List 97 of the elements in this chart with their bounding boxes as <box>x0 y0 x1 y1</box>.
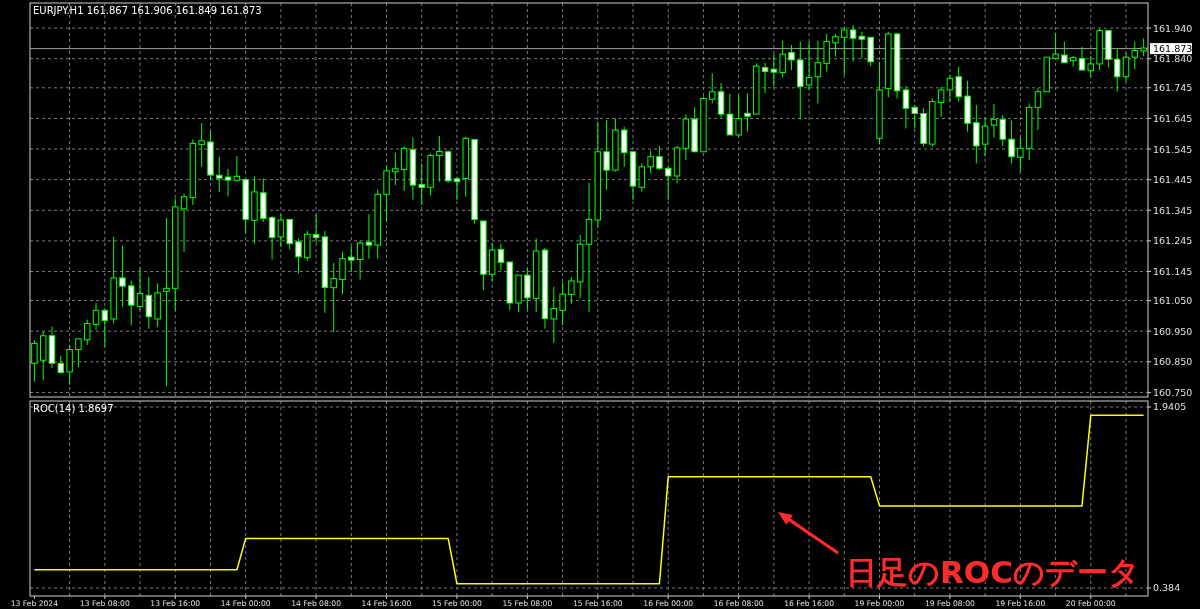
candlestick <box>603 119 610 191</box>
candlestick <box>797 41 804 120</box>
candlestick <box>374 188 381 260</box>
candlestick <box>761 62 769 94</box>
candlestick <box>717 82 725 118</box>
candlestick <box>937 86 945 118</box>
candlestick <box>216 156 223 193</box>
candlestick <box>946 74 954 103</box>
candlestick <box>805 41 813 91</box>
candlestick <box>409 136 417 201</box>
candlestick <box>233 155 241 183</box>
candlestick <box>629 151 637 201</box>
candlestick <box>673 145 681 184</box>
candlestick <box>1034 87 1042 131</box>
y-tick-label: 161.245 <box>1153 235 1193 247</box>
candlestick <box>365 213 373 260</box>
candlestick <box>436 135 443 183</box>
y-tick-label: 161.345 <box>1153 204 1193 216</box>
candlestick <box>893 33 901 100</box>
candlestick <box>31 339 38 383</box>
candlestick <box>92 302 100 331</box>
candlestick <box>312 213 320 243</box>
candlestick <box>770 53 778 88</box>
candlestick <box>136 267 144 311</box>
candlestick <box>268 215 276 261</box>
candlestick <box>902 85 910 130</box>
candlestick <box>973 104 980 164</box>
candlestick <box>119 244 126 308</box>
candlestick <box>295 237 302 275</box>
candlestick <box>1113 48 1121 93</box>
candlestick <box>251 175 258 245</box>
candlestick <box>559 282 566 326</box>
candlestick <box>330 262 337 333</box>
y-tick-label: 0.384 <box>1153 582 1181 594</box>
candlestick <box>814 40 822 104</box>
ref-line-label: 161.873 <box>1153 43 1193 55</box>
candlestick <box>356 240 364 280</box>
candlestick <box>260 177 267 223</box>
y-tick-label: 161.645 <box>1153 112 1193 124</box>
candlestick <box>163 217 170 387</box>
candlestick <box>497 243 505 271</box>
candlestick <box>242 179 249 235</box>
y-tick-label: 161.445 <box>1153 174 1193 186</box>
candlestick <box>1052 32 1059 59</box>
candlestick <box>444 149 452 184</box>
candlestick <box>638 162 646 193</box>
candlestick <box>920 107 927 148</box>
y-tick-label: 160.950 <box>1153 325 1193 337</box>
candlestick <box>48 326 56 369</box>
candlestick <box>532 237 540 313</box>
candlestick <box>911 104 918 130</box>
candlestick <box>180 192 188 253</box>
candlestick <box>189 139 197 206</box>
candlestick <box>198 122 205 168</box>
y-tick-label: 1.9405 <box>1153 401 1187 413</box>
candlestick <box>744 92 751 133</box>
candlestick <box>1061 41 1068 64</box>
candlestick <box>981 117 989 157</box>
candlestick <box>955 66 962 103</box>
candlestick <box>849 24 857 63</box>
candlestick <box>964 80 971 133</box>
candlestick <box>858 31 866 59</box>
candlestick <box>480 220 487 291</box>
y-tick-label: 161.940 <box>1153 22 1193 34</box>
chart-title: EURJPY.H1 161.867 161.906 161.849 161.873 <box>33 5 262 16</box>
candlestick <box>348 245 355 273</box>
candlestick <box>1025 102 1033 161</box>
candlestick <box>418 162 425 206</box>
candlestick <box>867 36 874 67</box>
y-tick-label: 161.840 <box>1153 53 1193 65</box>
chart-title: ROC(14) 1.8697 <box>33 403 114 414</box>
candlestick <box>691 106 698 153</box>
candlestick <box>1043 56 1050 93</box>
candlestick <box>277 213 285 248</box>
candlestick <box>1017 136 1024 173</box>
candlestick <box>145 276 153 330</box>
y-tick-label: 161.745 <box>1153 82 1193 94</box>
candlestick <box>541 247 549 330</box>
candlestick <box>524 267 531 310</box>
candlestick <box>1122 52 1130 83</box>
y-tick-label: 160.850 <box>1153 356 1193 368</box>
y-tick-label: 161.145 <box>1153 265 1193 277</box>
candlestick <box>224 168 232 197</box>
y-tick-label: 161.545 <box>1153 143 1193 155</box>
candlestick <box>453 176 461 201</box>
candlestick <box>585 182 593 313</box>
candlestick <box>990 103 998 138</box>
candlestick <box>550 286 558 344</box>
candlestick <box>1078 46 1086 71</box>
candlestick <box>321 230 329 314</box>
annotation: 日足のROCのデータ <box>846 554 1140 590</box>
y-tick-label: 161.050 <box>1153 295 1193 307</box>
candlestick <box>75 338 82 368</box>
candlestick <box>726 93 734 136</box>
candlestick <box>392 152 399 186</box>
candlestick <box>400 145 408 192</box>
y-tick-label: 160.750 <box>1153 386 1193 398</box>
